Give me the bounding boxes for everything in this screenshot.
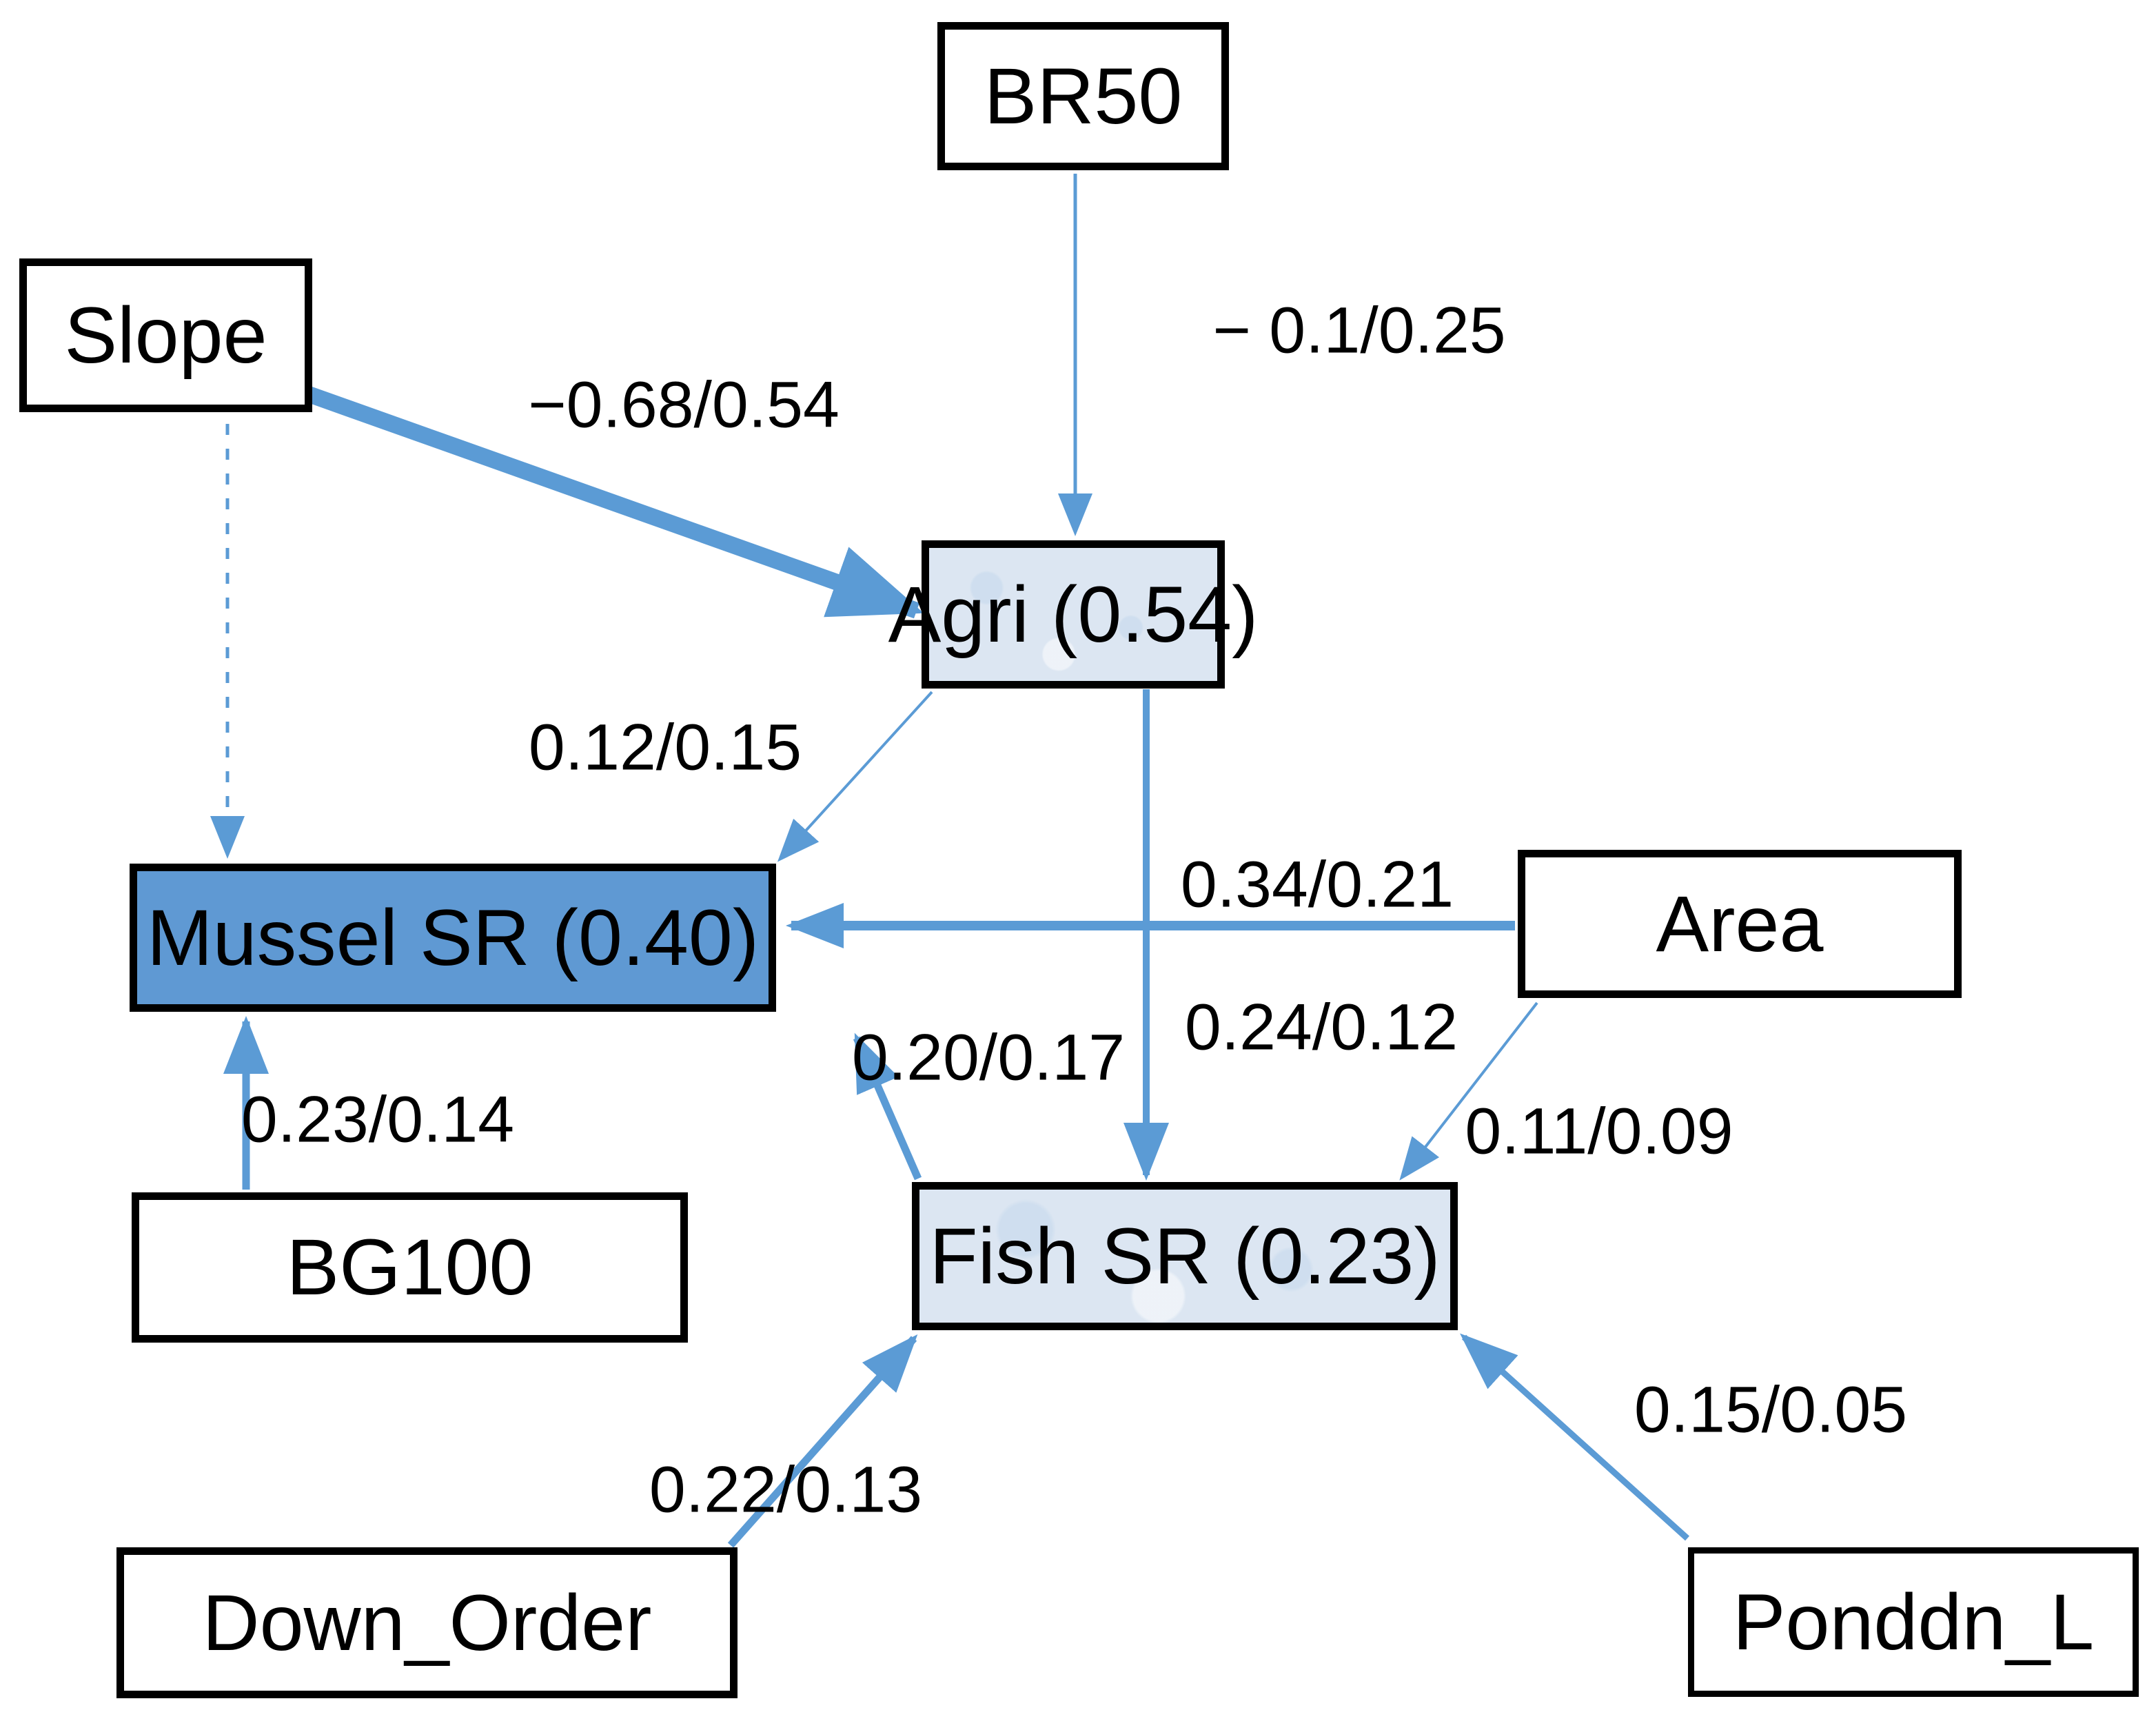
arrow-fish-to-mussel — [853, 1032, 922, 1181]
edge-label-downorder-fish: 0.22/0.13 — [649, 1453, 923, 1527]
edge-label-fish-mussel: 0.20/0.17 — [851, 1021, 1126, 1094]
node-fish-sr: Fish SR (0.23) — [912, 1182, 1458, 1330]
edge-label-area-fish: 0.11/0.09 — [1465, 1094, 1733, 1168]
node-agri-label: Agri (0.54) — [888, 570, 1259, 659]
arrow-downorder-to-fish — [727, 1334, 918, 1548]
node-br50: BR50 — [937, 22, 1229, 170]
arrow-agri-to-mussel — [777, 691, 933, 862]
node-mussel-sr-label: Mussel SR (0.40) — [146, 893, 760, 982]
node-bg100-label: BG100 — [286, 1223, 533, 1312]
arrow-ponddnl-to-fish — [1460, 1333, 1690, 1541]
edge-label-area-mussel: 0.34/0.21 — [1180, 848, 1454, 921]
node-slope-label: Slope — [64, 291, 267, 380]
node-area-label: Area — [1656, 879, 1824, 968]
node-fish-sr-label: Fish SR (0.23) — [929, 1212, 1441, 1301]
arrow-area-to-fish — [1399, 1001, 1538, 1181]
node-mussel-sr: Mussel SR (0.40) — [130, 864, 776, 1012]
edge-label-bg100-mussel: 0.23/0.14 — [241, 1083, 515, 1157]
node-agri: Agri (0.54) — [888, 540, 1258, 689]
edge-label-slope-agri: −0.68/0.54 — [528, 368, 840, 442]
node-ponddn-l-label: Ponddn_L — [1732, 1578, 2095, 1667]
node-area: Area — [1518, 850, 1962, 998]
node-bg100: BG100 — [132, 1192, 688, 1343]
edge-label-ponddnl-fish: 0.15/0.05 — [1634, 1373, 1908, 1447]
node-down-order: Down_Order — [116, 1547, 738, 1698]
edge-label-agri-fish: 0.24/0.12 — [1184, 990, 1458, 1064]
node-ponddn-l: Ponddn_L — [1688, 1547, 2139, 1697]
node-slope: Slope — [19, 258, 312, 412]
node-br50-label: BR50 — [984, 52, 1183, 141]
arrow-slope-to-agri — [305, 386, 924, 619]
node-down-order-label: Down_Order — [202, 1578, 652, 1667]
edge-label-agri-mussel: 0.12/0.15 — [528, 711, 802, 784]
edge-label-br50-agri: − 0.1/0.25 — [1212, 294, 1506, 367]
